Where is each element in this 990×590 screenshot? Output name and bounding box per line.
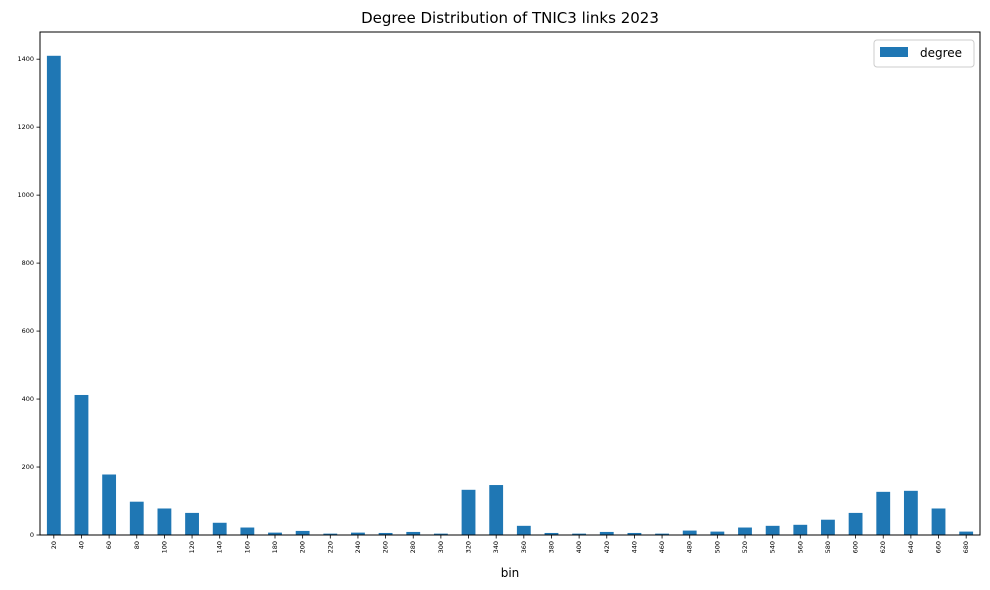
y-tick-label-800: 800 — [22, 259, 34, 267]
x-tick-label-380: 380 — [547, 541, 555, 553]
bar-160 — [240, 527, 255, 535]
bar-560 — [793, 524, 808, 535]
bar-640 — [903, 490, 918, 535]
x-tick-label-300: 300 — [437, 541, 445, 553]
bar-520 — [738, 527, 752, 535]
bar-360 — [516, 525, 531, 535]
bar-580 — [821, 519, 835, 535]
bar-480 — [682, 530, 697, 535]
x-tick-label-340: 340 — [492, 541, 500, 553]
x-tick-label-560: 560 — [796, 541, 804, 553]
bar-320 — [461, 489, 476, 535]
x-tick-label-460: 460 — [658, 541, 666, 553]
y-tick-label-0: 0 — [30, 531, 34, 539]
bar-60 — [102, 474, 117, 535]
x-tick-label-140: 140 — [216, 541, 224, 553]
legend-label: degree — [920, 46, 962, 60]
legend-swatch — [880, 47, 908, 57]
bar-260 — [378, 532, 393, 535]
x-tick-label-240: 240 — [354, 541, 362, 553]
bars-layer — [46, 55, 974, 536]
y-tick-label-1400: 1400 — [17, 55, 34, 63]
x-tick-label-520: 520 — [741, 541, 749, 553]
x-tick-label-580: 580 — [824, 541, 832, 553]
bar-220 — [323, 533, 338, 535]
x-tick-label-80: 80 — [133, 541, 141, 549]
bar-340 — [489, 485, 504, 535]
x-tick-label-680: 680 — [962, 541, 970, 553]
x-tick-label-40: 40 — [77, 541, 85, 549]
bar-120 — [185, 512, 199, 535]
bar-280 — [406, 531, 421, 535]
bar-600 — [848, 512, 863, 535]
y-tick-label-1200: 1200 — [17, 123, 34, 131]
x-tick-label-200: 200 — [299, 541, 307, 553]
x-tick-label-440: 440 — [630, 541, 638, 553]
x-tick-label-220: 220 — [326, 541, 334, 553]
bar-180 — [268, 532, 282, 535]
bar-680 — [959, 531, 974, 535]
x-tick-label-620: 620 — [879, 541, 887, 553]
y-tick-label-400: 400 — [22, 395, 34, 403]
x-tick-label-120: 120 — [188, 541, 196, 553]
chart-title: Degree Distribution of TNIC3 links 2023 — [361, 9, 659, 27]
plot-frame — [39, 31, 981, 536]
y-tick-label-600: 600 — [22, 327, 34, 335]
x-tick-label-400: 400 — [575, 541, 583, 553]
bar-40 — [74, 394, 89, 535]
bar-380 — [544, 532, 559, 535]
x-tick-label-420: 420 — [603, 541, 611, 553]
bar-100 — [157, 508, 172, 535]
bar-460 — [655, 533, 669, 535]
bar-20 — [46, 55, 61, 536]
y-axis: 0 200 400 600 800 1000 1200 1400 — [17, 55, 40, 539]
x-tick-label-480: 480 — [686, 541, 694, 553]
x-tick-label-180: 180 — [271, 541, 279, 553]
x-tick-label-60: 60 — [105, 541, 113, 549]
x-axis: 20 40 60 80 100 120 140 160 180 200 220 240 260 280 30… — [50, 535, 970, 553]
y-tick-label-200: 200 — [22, 463, 34, 471]
y-tick-label-1000: 1000 — [17, 191, 34, 199]
bar-660 — [931, 508, 946, 535]
legend-box — [873, 39, 975, 68]
bar-200 — [295, 530, 310, 535]
bar-300 — [433, 533, 448, 535]
x-tick-label-500: 500 — [713, 541, 721, 553]
bar-80 — [129, 501, 144, 535]
x-tick-label-320: 320 — [465, 541, 473, 553]
bar-540 — [765, 525, 780, 535]
x-tick-label-360: 360 — [520, 541, 528, 553]
x-tick-label-600: 600 — [852, 541, 860, 553]
x-tick-label-260: 260 — [382, 541, 390, 553]
bar-240 — [351, 532, 365, 535]
x-tick-label-20: 20 — [50, 541, 58, 549]
x-tick-label-280: 280 — [409, 541, 417, 553]
bar-440 — [627, 532, 642, 535]
x-tick-label-160: 160 — [243, 541, 251, 553]
bar-140 — [212, 522, 227, 535]
legend: degree — [873, 39, 975, 68]
x-tick-label-540: 540 — [769, 541, 777, 553]
bar-500 — [710, 531, 725, 535]
bar-620 — [876, 491, 891, 535]
x-tick-label-640: 640 — [907, 541, 915, 553]
bar-420 — [599, 531, 614, 535]
x-tick-label-100: 100 — [160, 541, 168, 553]
bar-400 — [572, 533, 587, 535]
x-tick-label-660: 660 — [935, 541, 943, 553]
x-axis-label: bin — [501, 566, 520, 580]
